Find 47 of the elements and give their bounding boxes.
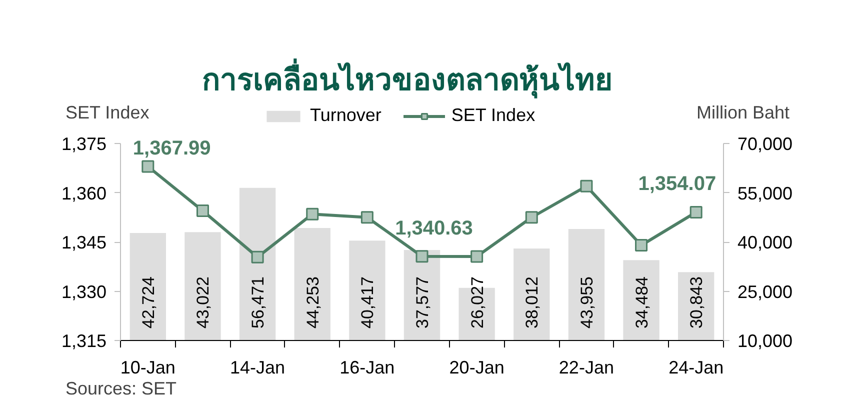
x-tick-label: 22-Jan — [558, 358, 614, 378]
x-tick-label: 14-Jan — [230, 358, 286, 378]
y-tick-label: 1,375 — [61, 134, 107, 154]
point — [142, 160, 154, 173]
x-tick-label: 10-Jan — [120, 358, 176, 378]
y-axis-title: SET Index — [66, 102, 150, 122]
data-label: 43,955 — [577, 276, 596, 328]
y2-tick-label: 25,000 — [738, 282, 793, 302]
point — [635, 239, 648, 252]
y2-tick-label: 55,000 — [738, 183, 793, 204]
point — [470, 250, 484, 263]
y2-tick-label: 40,000 — [738, 232, 793, 252]
data-label: 43,022 — [194, 276, 213, 328]
chart-title: การเคลื่อนไหวของตลาดหุ้นไทย — [202, 58, 613, 99]
data-label: 1,354.07 — [638, 173, 716, 196]
data-label: 56,471 — [248, 276, 268, 328]
data-label: 1,367.99 — [132, 138, 211, 160]
legend-label: SET Index — [451, 105, 536, 126]
point — [360, 211, 374, 224]
legend-label: Turnover — [310, 105, 382, 126]
data-label: 26,027 — [468, 276, 487, 328]
point — [251, 250, 264, 264]
x-tick-label: 16-Jan — [340, 358, 395, 378]
y-tick-label: 1,345 — [61, 232, 107, 252]
source-note: Sources: SET — [66, 378, 177, 398]
data-label: 30,843 — [687, 276, 706, 328]
data-label: 1,340.63 — [395, 217, 473, 240]
point — [196, 204, 209, 218]
data-label: 38,012 — [522, 276, 542, 328]
y-tick-label: 1,360 — [61, 183, 107, 204]
y2-tick-label: 10,000 — [738, 331, 793, 351]
data-label: 37,577 — [413, 276, 432, 328]
data-label: 40,417 — [358, 276, 378, 328]
data-label: 34,484 — [632, 276, 652, 328]
data-label: 42,724 — [138, 276, 158, 328]
data-label: 44,253 — [303, 276, 322, 328]
point — [580, 180, 593, 192]
y2-tick-label: 70,000 — [738, 134, 793, 154]
point — [306, 208, 319, 220]
x-tick-label: 24-Jan — [668, 358, 724, 378]
y2-axis-title: Million Baht — [696, 102, 790, 122]
point — [690, 206, 702, 218]
y-tick-label: 1,315 — [61, 331, 107, 351]
point — [525, 211, 538, 224]
x-tick-label: 20-Jan — [449, 358, 504, 378]
point — [416, 250, 428, 263]
y-tick-label: 1,330 — [61, 282, 107, 302]
